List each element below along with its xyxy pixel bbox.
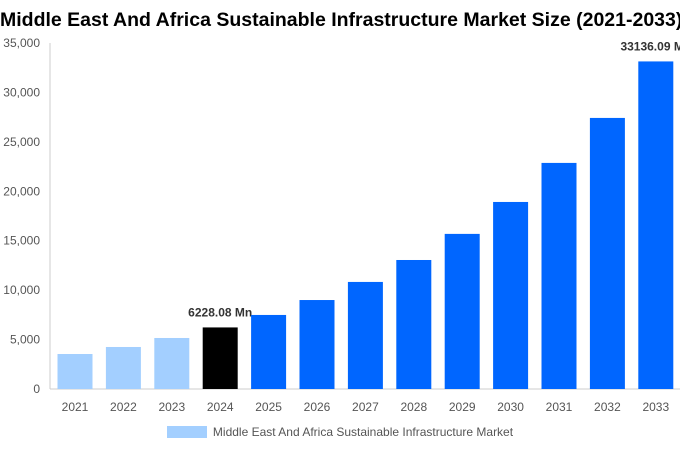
bar xyxy=(202,327,238,389)
bar xyxy=(154,337,190,389)
x-tick-label: 2033 xyxy=(642,400,669,414)
bar xyxy=(541,162,577,389)
x-tick-label: 2022 xyxy=(110,400,137,414)
y-tick-label: 10,000 xyxy=(3,283,40,297)
bar xyxy=(396,259,432,389)
chart-title: Middle East And Africa Sustainable Infra… xyxy=(0,9,680,31)
y-tick-label: 35,000 xyxy=(3,36,40,50)
y-tick-label: 25,000 xyxy=(3,135,40,149)
y-tick-label: 5,000 xyxy=(10,333,40,347)
x-tick-label: 2028 xyxy=(400,400,427,414)
x-tick-label: 2021 xyxy=(62,400,89,414)
x-tick-label: 2024 xyxy=(207,400,234,414)
bar xyxy=(105,346,141,389)
y-tick-label: 15,000 xyxy=(3,234,40,248)
bar xyxy=(589,117,625,389)
x-tick-label: 2025 xyxy=(255,400,282,414)
x-tick-label: 2027 xyxy=(352,400,379,414)
x-tick-label: 2026 xyxy=(304,400,331,414)
x-tick-label: 2032 xyxy=(594,400,621,414)
x-tick-label: 2031 xyxy=(546,400,573,414)
legend-label: Middle East And Africa Sustainable Infra… xyxy=(212,425,514,439)
bar xyxy=(57,354,93,389)
x-tick-label: 2029 xyxy=(449,400,476,414)
bar xyxy=(493,201,529,389)
data-label: 33136.09 Mn xyxy=(620,39,680,53)
x-tick-label: 2030 xyxy=(497,400,524,414)
legend-swatch xyxy=(166,426,207,438)
y-tick-label: 30,000 xyxy=(3,85,40,99)
bar xyxy=(444,233,480,389)
legend[interactable]: Middle East And Africa Sustainable Infra… xyxy=(0,425,680,439)
y-tick-label: 0 xyxy=(33,382,40,396)
y-tick-label: 20,000 xyxy=(3,184,40,198)
bar xyxy=(299,300,335,389)
data-label: 6228.08 Mn xyxy=(188,305,252,319)
bar xyxy=(347,281,383,389)
bar xyxy=(251,314,287,389)
bar xyxy=(638,61,674,389)
x-tick-label: 2023 xyxy=(158,400,185,414)
